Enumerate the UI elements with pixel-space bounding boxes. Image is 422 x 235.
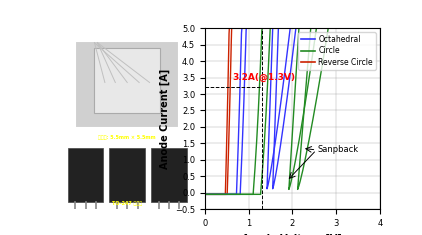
Text: 3.2A(@1.3V): 3.2A(@1.3V) bbox=[232, 73, 295, 82]
Text: Sanpback: Sanpback bbox=[317, 145, 358, 154]
Bar bbox=[109, 148, 145, 202]
Bar bbox=[75, 41, 179, 128]
Bar bbox=[95, 48, 160, 113]
Text: TO-247 패키지: TO-247 패키지 bbox=[112, 200, 142, 206]
Y-axis label: Anode Current [A]: Anode Current [A] bbox=[159, 69, 170, 169]
X-axis label: Anode Voltage [V]: Anode Voltage [V] bbox=[242, 233, 342, 235]
Text: 칩크기: 5.5mm × 5.5mm: 칩크기: 5.5mm × 5.5mm bbox=[98, 135, 156, 140]
Bar bbox=[68, 148, 103, 202]
Legend: Octahedral, Circle, Reverse Circle: Octahedral, Circle, Reverse Circle bbox=[298, 32, 376, 70]
Bar bbox=[151, 148, 187, 202]
